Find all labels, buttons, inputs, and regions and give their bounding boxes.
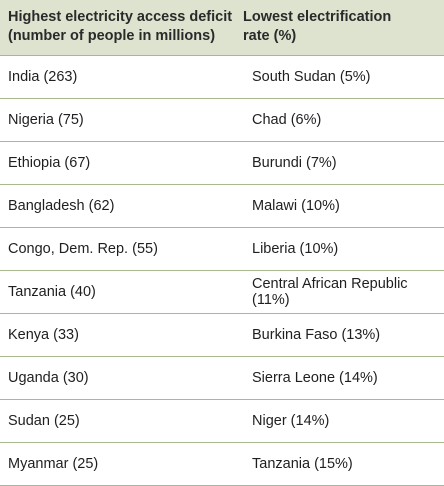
header-rate: Lowest electrification rate (%) [243,0,444,55]
rate-cell: South Sudan (5%) [243,54,444,98]
rate-cell: Sierra Leone (14%) [243,355,444,399]
header-deficit: Highest electricity access deficit (numb… [0,0,243,55]
header-rate-line1: Lowest electrification [243,9,392,25]
deficit-cell: Kenya (33) [0,312,243,356]
table-row: Tanzania (40) Central African Republic (… [0,269,444,313]
rate-cell: Burundi (7%) [243,140,444,184]
table-row: India (263) South Sudan (5%) [0,54,444,98]
table-row: Bangladesh (62) Malawi (10%) [0,183,444,227]
deficit-cell: Uganda (30) [0,355,243,399]
deficit-cell: Tanzania (40) [0,269,243,313]
table-row: Kenya (33) Burkina Faso (13%) [0,312,444,356]
header-deficit-line1: Highest electricity access deficit [8,9,233,25]
table-row: Ethiopia (67) Burundi (7%) [0,140,444,184]
header-row: Highest electricity access deficit (numb… [0,0,444,55]
table-row: Congo, Dem. Rep. (55) Liberia (10%) [0,226,444,270]
table-row: Sudan (25) Niger (14%) [0,398,444,442]
deficit-cell: Ethiopia (67) [0,140,243,184]
deficit-cell: Bangladesh (62) [0,183,243,227]
deficit-cell: Nigeria (75) [0,97,243,141]
rate-cell: Liberia (10%) [243,226,444,270]
rate-cell: Malawi (10%) [243,183,444,227]
table-row: Myanmar (25) Tanzania (15%) [0,441,444,486]
deficit-cell: Myanmar (25) [0,441,243,486]
table-body: India (263) South Sudan (5%) Nigeria (75… [0,54,444,486]
header-deficit-line2: (number of people in millions) [8,28,216,44]
header-rate-line2: rate (%) [243,28,297,44]
rate-cell: Niger (14%) [243,398,444,442]
table-row: Uganda (30) Sierra Leone (14%) [0,355,444,399]
rate-cell: Tanzania (15%) [243,441,444,486]
deficit-cell: Sudan (25) [0,398,243,442]
rate-cell: Chad (6%) [243,97,444,141]
rate-cell: Burkina Faso (13%) [243,312,444,356]
rate-cell: Central African Republic (11%) [243,269,444,313]
table-row: Nigeria (75) Chad (6%) [0,97,444,141]
deficit-cell: Congo, Dem. Rep. (55) [0,226,243,270]
deficit-cell: India (263) [0,54,243,98]
table-header: Highest electricity access deficit (numb… [0,0,444,55]
